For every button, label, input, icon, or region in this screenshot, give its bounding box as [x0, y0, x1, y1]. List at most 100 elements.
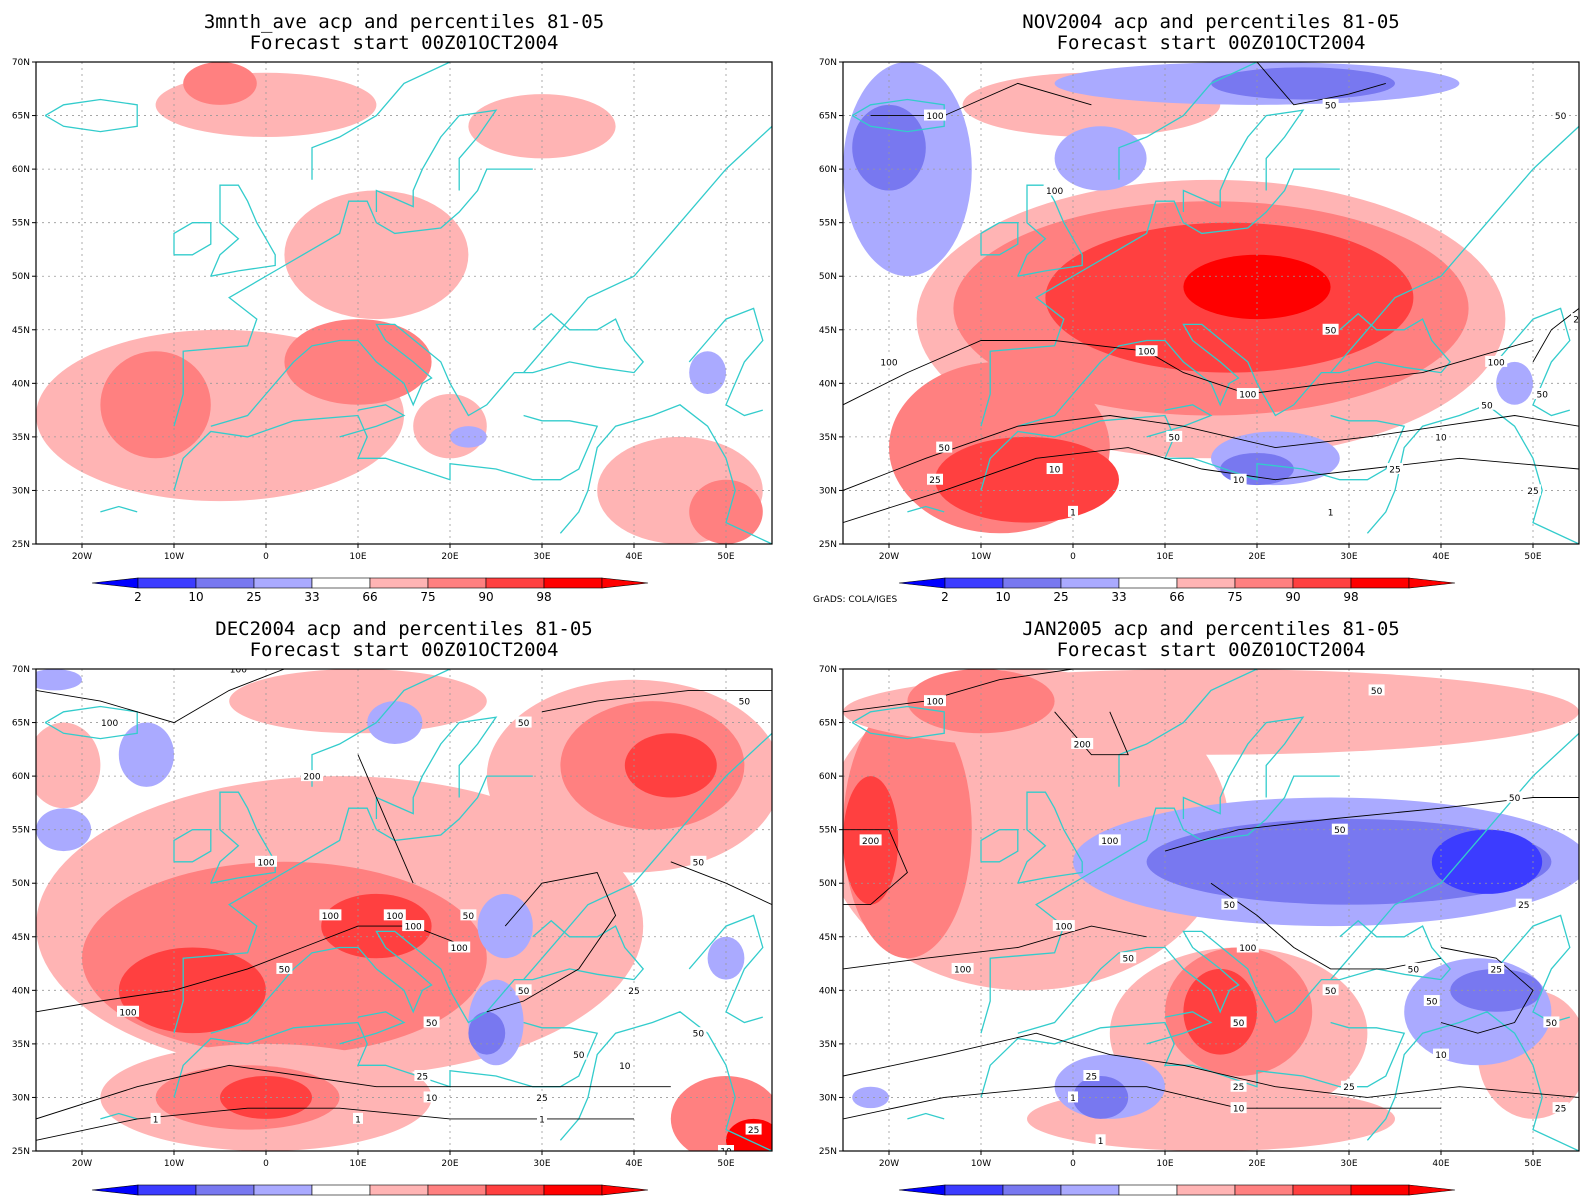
coastline	[980, 168, 1340, 427]
percentile-area-p98	[1183, 254, 1331, 320]
contour-label: 25	[1389, 466, 1400, 476]
colorbar-label: 98	[536, 590, 551, 604]
contour-label-bg	[1068, 1091, 1078, 1103]
colorbar: 2 10 25 33 66 75 90 98	[898, 577, 1456, 604]
contour-label-bg	[1230, 473, 1247, 485]
contour-label-bg	[1525, 484, 1541, 496]
panel-subtitle: Forecast start 00Z01OCT2004	[250, 32, 559, 54]
coastline	[559, 1011, 772, 1151]
contour-label-bg	[1534, 388, 1551, 400]
contour-label-bg	[626, 984, 642, 996]
contour-label: 50	[1426, 998, 1438, 1008]
panel-title: DEC2004 acp and percentiles 81-05	[215, 618, 593, 640]
contour-label: 50	[1481, 401, 1493, 411]
panel-title: 3mnth_ave acp and percentiles 81-05	[204, 11, 604, 33]
coastline	[1017, 312, 1452, 427]
lat-tick-label: 60N	[12, 165, 30, 175]
contour-label-bg	[1387, 463, 1403, 475]
lon-tick-label: 0	[263, 552, 269, 562]
contour-label-bg	[1571, 313, 1579, 325]
contour-line	[843, 1032, 1579, 1098]
coastline	[210, 919, 645, 1034]
contour-label-bg	[1230, 1102, 1247, 1114]
percentile-area-p33	[118, 722, 174, 787]
coastline	[1182, 109, 1305, 212]
colorbar-segment	[1350, 577, 1410, 589]
contour-label: 100	[451, 944, 468, 954]
lat-tick-label: 65N	[12, 719, 30, 729]
colorbar-segment	[195, 1184, 255, 1196]
lon-tick-label: 40E	[625, 1159, 642, 1169]
lon-tick-label: 0	[1070, 552, 1076, 562]
contour-line	[843, 447, 1579, 524]
colorbar-segment	[1118, 1184, 1178, 1196]
contour-label: 50	[1509, 794, 1521, 804]
contour-label-bg	[1322, 984, 1339, 996]
colorbar-arrow-high	[1408, 577, 1456, 589]
contour-label-bg	[1433, 1048, 1449, 1060]
colorbar-label: 98	[1343, 590, 1358, 604]
contour-label-bg	[1368, 684, 1385, 696]
percentile-area-p33	[1496, 361, 1533, 405]
colorbar-arrow-low	[91, 1184, 139, 1196]
coastline	[980, 829, 1019, 863]
contour-label: 25	[1518, 901, 1529, 911]
contour-label-bg	[383, 909, 406, 921]
coastline	[523, 732, 772, 981]
coastline	[173, 222, 212, 256]
contour-label: 25	[1527, 487, 1538, 497]
contour-label: 100	[1055, 923, 1072, 933]
contour-label: 1	[1328, 508, 1334, 518]
contour-label-bg	[859, 834, 882, 846]
coastline	[173, 168, 533, 427]
percentile-area-p66	[468, 94, 616, 159]
colorbar-segment	[195, 577, 255, 589]
lon-tick-label: 40E	[625, 552, 642, 562]
lon-tick-label: 50E	[717, 552, 734, 562]
contour-label: 25	[628, 987, 639, 997]
contour-line	[843, 669, 1074, 713]
colorbar-label: 33	[304, 590, 319, 604]
contour-label-bg	[1543, 1016, 1560, 1028]
contour-label-bg	[1552, 1102, 1569, 1114]
map-frame	[842, 668, 1580, 1152]
contour-label-bg	[448, 941, 471, 953]
colorbar-label: 75	[1227, 590, 1242, 604]
percentile-area-p75	[100, 351, 211, 459]
colorbar-segment	[1234, 1184, 1294, 1196]
lon-tick-label: 10W	[971, 1159, 991, 1169]
coastline	[311, 669, 451, 787]
contour-label-bg	[98, 716, 121, 728]
contour-label-bg	[1322, 323, 1339, 335]
lat-tick-label: 40N	[819, 379, 837, 389]
lon-tick-label: 20E	[1248, 1159, 1265, 1169]
contour-label-bg	[1488, 962, 1505, 974]
contour-label-bg	[319, 909, 342, 921]
coastline	[1146, 404, 1213, 438]
contour-label: 50	[1334, 826, 1346, 836]
lon-tick-label: 10E	[1156, 1159, 1173, 1169]
contour-label-bg	[690, 855, 707, 867]
contour-label: 50	[938, 444, 950, 454]
coastline	[907, 505, 945, 513]
contour-label-bg	[924, 695, 946, 707]
contour-line	[36, 1064, 671, 1120]
contour-label: 50	[573, 1051, 585, 1061]
colorbar-segment	[1002, 577, 1062, 589]
contour-label: 50	[1536, 391, 1548, 401]
contour-label-bg	[1068, 505, 1078, 517]
coastline	[210, 312, 645, 427]
contour-label-bg	[1423, 995, 1440, 1007]
coastline	[688, 914, 764, 1024]
contour-label: 1	[539, 1115, 545, 1125]
contour-label: 100	[954, 965, 971, 975]
contour-label: 100	[926, 112, 943, 122]
lon-tick-label: 50E	[1524, 1159, 1541, 1169]
lat-tick-label: 30N	[819, 1093, 837, 1103]
lat-tick-label: 55N	[819, 219, 837, 229]
coastline	[100, 1112, 138, 1120]
contour-label: 100	[101, 719, 118, 729]
coastline	[311, 62, 451, 180]
contour-label: 50	[518, 987, 530, 997]
contour-line	[1532, 308, 1579, 363]
